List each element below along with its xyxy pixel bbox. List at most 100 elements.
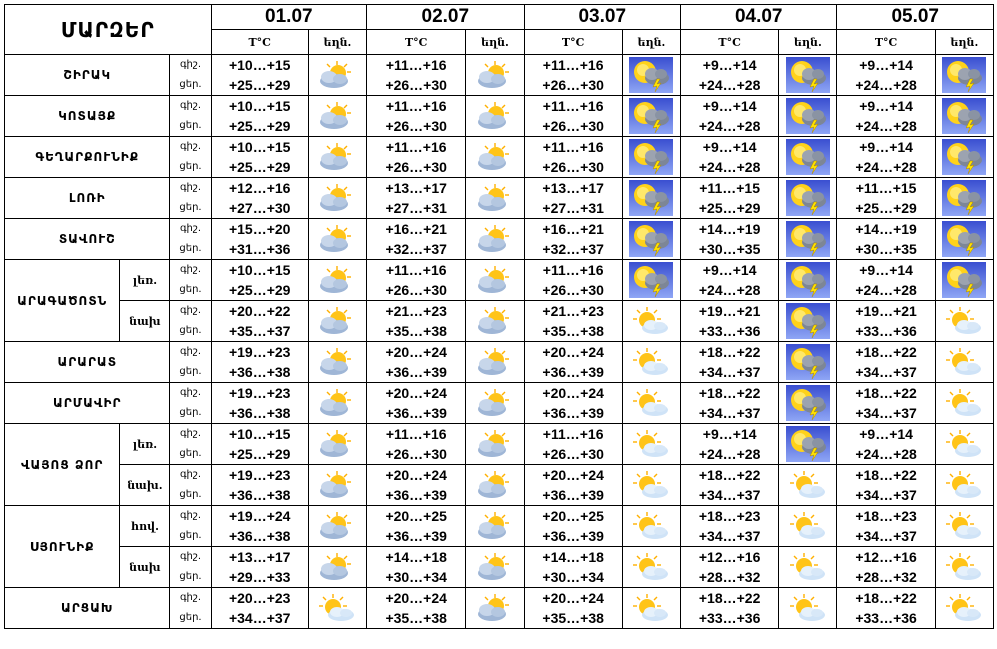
forecast-row: ԿՈՏԱՅՔ գիշ. ցեր. +10…+15 +25…+29 +11…+16 +26…+…: [3, 95, 995, 137]
temperature-cell: +14…+18 +30…+34: [523, 546, 623, 588]
weather-icon-cell: [621, 300, 681, 342]
thunderstorm-icon: [942, 98, 987, 134]
night-temp: +18…+22: [855, 385, 917, 401]
day-temp: +36…+38: [228, 405, 291, 421]
cloudy-sun-icon: [477, 102, 509, 129]
thunderstorm-icon: [785, 221, 830, 257]
day-temp: +34…+37: [855, 487, 917, 503]
weather-icon-cell: [621, 587, 681, 629]
day-temp: +26…+30: [542, 77, 604, 93]
period-labels: գիշ. ցեր.: [169, 54, 212, 96]
night-temp: +11…+16: [385, 57, 447, 73]
night-temp: +13…+17: [542, 180, 604, 196]
thunderstorm-icon: [785, 139, 830, 175]
night-label: գիշ.: [179, 387, 202, 398]
day-temp: +30…+35: [855, 241, 917, 257]
weather-icon-cell: [778, 505, 838, 547]
thunderstorm-icon: [942, 262, 987, 298]
temperature-cell: +16…+21 +32…+37: [523, 218, 623, 260]
partly-sunny-icon: [319, 594, 355, 621]
temperature-cell: +12…+16 +27…+30: [210, 177, 309, 219]
night-temp: +11…+16: [542, 57, 604, 73]
weather-icon-cell: [778, 259, 838, 301]
subregion-name: նախ.: [119, 464, 171, 506]
night-temp: +9…+14: [859, 139, 913, 155]
day-label: ցեր.: [179, 407, 202, 418]
forecast-table: ՄԱՐԶԵՐ 01.07 02.07 03.07 04.07 05.07 T°C…: [3, 4, 995, 629]
temperature-cell: +21…+23 +35…+38: [366, 300, 467, 342]
weather-icon-cell: [934, 464, 995, 506]
night-label: գիշ.: [179, 141, 202, 152]
cloudy-sun-icon: [320, 348, 352, 375]
partly-sunny-icon: [946, 553, 982, 580]
night-label: գիշ.: [179, 305, 202, 316]
day-temp: +35…+38: [542, 610, 604, 626]
temperature-cell: +20…+22 +35…+37: [210, 300, 309, 342]
night-temp: +18…+22: [698, 385, 761, 401]
weather-icon-cell: [934, 505, 995, 547]
temperature-cell: +19…+21 +33…+36: [679, 300, 780, 342]
weather-icon-cell: [778, 546, 838, 588]
thunderstorm-icon: [629, 180, 674, 216]
night-temp: +18…+22: [855, 590, 917, 606]
weather-icon-cell: [307, 341, 368, 383]
night-temp: +10…+15: [228, 426, 291, 442]
day-label: ցեր.: [179, 489, 202, 500]
temperature-cell: +20…+24 +35…+38: [366, 587, 467, 629]
day-label: ցեր.: [179, 202, 202, 213]
thunderstorm-icon: [942, 57, 987, 93]
period-labels: գիշ. ցեր.: [169, 259, 212, 301]
temperature-cell: +10…+15 +25…+29: [210, 95, 309, 137]
temperature-cell: +21…+23 +35…+38: [523, 300, 623, 342]
thunderstorm-icon: [942, 139, 987, 175]
day-temp: +36…+39: [385, 405, 447, 421]
day-temp: +32…+37: [542, 241, 604, 257]
day-label: ցեր.: [179, 366, 202, 377]
partly-sunny-icon: [946, 389, 982, 416]
temperature-cell: +9…+14 +24…+28: [836, 95, 936, 137]
date-header: 02.07: [366, 4, 525, 30]
weather-icon-cell: [621, 423, 681, 465]
partly-sunny-icon: [789, 471, 825, 498]
weather-icon-cell: [465, 505, 525, 547]
night-temp: +13…+17: [228, 549, 291, 565]
partly-sunny-icon: [633, 430, 669, 457]
day-temp: +26…+30: [385, 118, 447, 134]
weather-icon-cell: [621, 341, 681, 383]
day-label: ցեր.: [179, 120, 202, 131]
weather-icon-cell: [465, 587, 525, 629]
partly-sunny-icon: [633, 553, 669, 580]
partly-sunny-icon: [946, 348, 982, 375]
forecast-row: ԱՐՄԱՎԻՐ գիշ. ցեր. +19…+23 +36…+38 +20…+24 +36……: [3, 382, 995, 424]
day-temp: +28…+32: [698, 569, 761, 585]
day-temp: +24…+28: [855, 118, 917, 134]
temperature-cell: +11…+15 +25…+29: [679, 177, 780, 219]
weather-icon-cell: [307, 218, 368, 260]
night-temp: +18…+23: [698, 508, 761, 524]
day-temp: +26…+30: [542, 282, 604, 298]
day-temp: +34…+37: [855, 528, 917, 544]
weather-icon-cell: [465, 341, 525, 383]
night-temp: +11…+16: [385, 139, 447, 155]
period-labels: գիշ. ցեր.: [169, 300, 212, 342]
weather-icon-cell: [934, 382, 995, 424]
night-label: գիշ.: [179, 469, 202, 480]
partly-sunny-icon: [789, 594, 825, 621]
night-label: գիշ.: [179, 59, 202, 70]
region-name: ԼՈՌԻ: [3, 177, 171, 219]
cloudy-sun-icon: [477, 512, 509, 539]
cloudy-sun-icon: [477, 61, 509, 88]
temperature-cell: +9…+14 +24…+28: [679, 95, 780, 137]
thunderstorm-icon: [942, 221, 987, 257]
region-name: ԱՐՄԱՎԻՐ: [3, 382, 171, 424]
day-temp: +36…+39: [542, 364, 604, 380]
temperature-cell: +11…+16 +26…+30: [366, 54, 467, 96]
temperature-cell: +20…+24 +36…+39: [523, 464, 623, 506]
day-temp: +30…+34: [385, 569, 447, 585]
day-label: ցեր.: [179, 284, 202, 295]
day-label: ցեր.: [179, 161, 202, 172]
forecast-row: ՏԱՎՈՒՇ գիշ. ցեր. +15…+20 +31…+36 +16…+21 +32…+…: [3, 218, 995, 260]
cloudy-sun-icon: [477, 594, 509, 621]
day-temp: +27…+30: [228, 200, 291, 216]
period-labels: գիշ. ցեր.: [169, 423, 212, 465]
